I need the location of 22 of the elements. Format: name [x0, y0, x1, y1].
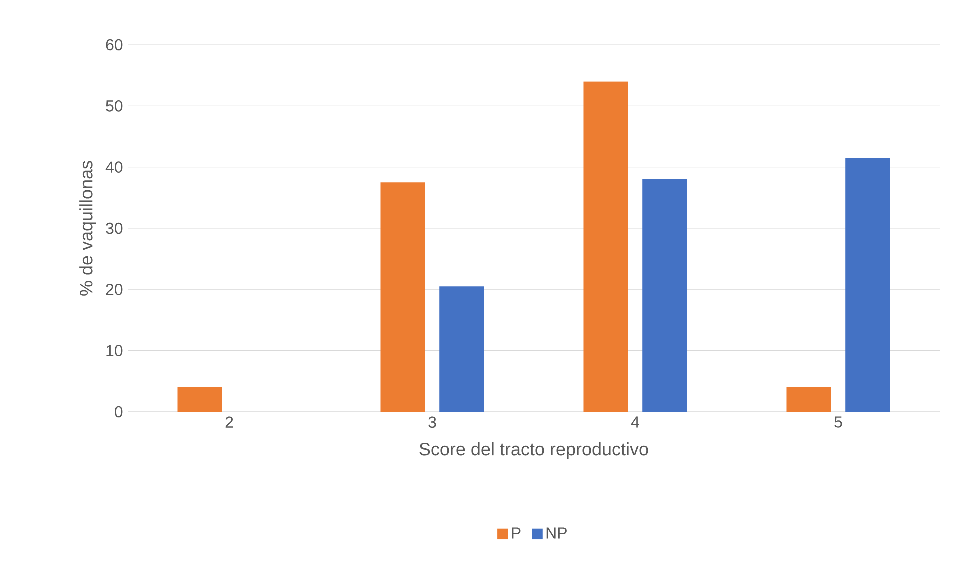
x-tick-label: 4	[631, 416, 640, 428]
bar	[642, 180, 688, 412]
y-tick-label: 20	[106, 284, 123, 296]
x-tick-label: 2	[226, 416, 234, 428]
bar	[440, 286, 484, 412]
y-tick-label: 60	[106, 39, 123, 51]
legend-label: P	[512, 528, 521, 539]
bar	[584, 82, 628, 412]
y-tick-label: 30	[106, 222, 123, 234]
y-tick-label: 0	[115, 406, 123, 418]
bar	[380, 182, 426, 412]
x-tick-label: 3	[428, 416, 436, 428]
bar	[178, 388, 222, 412]
y-tick-label: 50	[106, 100, 123, 112]
bar	[786, 388, 832, 412]
x-axis-title: Score del tracto reproductivo	[420, 442, 648, 460]
bar	[846, 158, 890, 412]
y-tick-label: 10	[106, 345, 123, 356]
legend-label: NP	[546, 528, 567, 539]
y-axis-title: % de vaquillonas	[80, 161, 96, 296]
y-tick-label: 40	[106, 162, 123, 173]
x-tick-label: 5	[834, 416, 842, 428]
